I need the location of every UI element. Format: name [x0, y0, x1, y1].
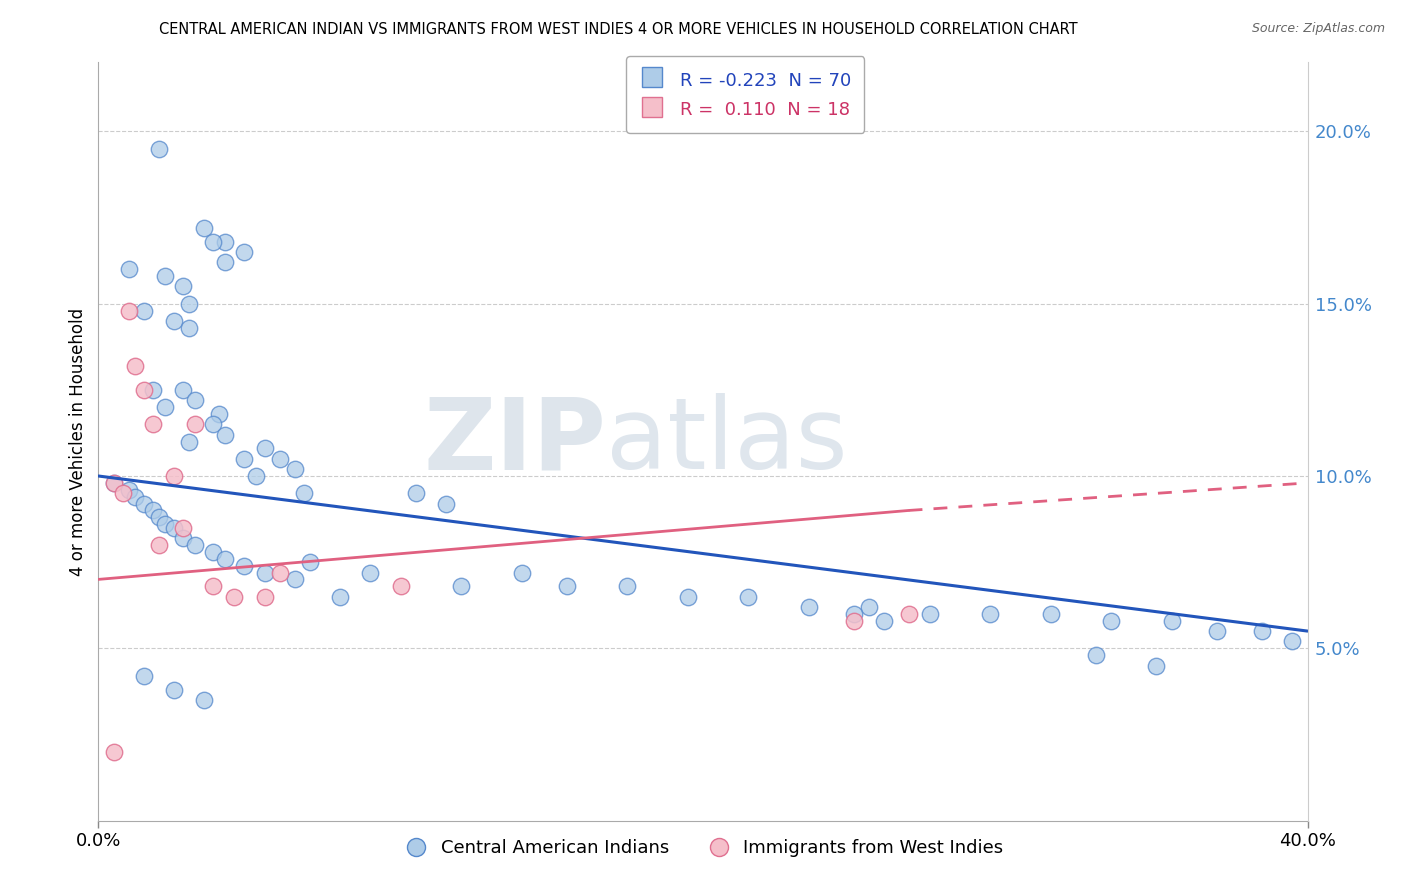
Point	[193, 693, 215, 707]
Point	[214, 551, 236, 566]
Point	[202, 545, 225, 559]
Point	[163, 682, 186, 697]
Point	[979, 607, 1001, 621]
Point	[148, 510, 170, 524]
Point	[1160, 614, 1182, 628]
Point	[214, 255, 236, 269]
Point	[132, 303, 155, 318]
Point	[1039, 607, 1062, 621]
Point	[179, 434, 201, 449]
Point	[172, 521, 194, 535]
Point	[1144, 658, 1167, 673]
Point	[184, 393, 207, 408]
Point	[142, 417, 165, 432]
Point	[208, 407, 231, 421]
Point	[103, 475, 125, 490]
Point	[224, 590, 246, 604]
Point	[179, 320, 201, 334]
Point	[797, 599, 820, 614]
Point	[163, 314, 186, 328]
Point	[148, 538, 170, 552]
Point	[184, 417, 207, 432]
Point	[172, 531, 194, 545]
Point	[555, 579, 578, 593]
Point	[405, 486, 427, 500]
Point	[269, 566, 291, 580]
Point	[737, 590, 759, 604]
Point	[148, 142, 170, 156]
Point	[253, 442, 276, 456]
Point	[142, 503, 165, 517]
Point	[360, 566, 382, 580]
Point	[172, 279, 194, 293]
Point	[232, 558, 254, 573]
Point	[253, 566, 276, 580]
Point	[153, 400, 176, 414]
Text: ZIP: ZIP	[423, 393, 606, 490]
Point	[434, 497, 457, 511]
Point	[616, 579, 638, 593]
Text: CENTRAL AMERICAN INDIAN VS IMMIGRANTS FROM WEST INDIES 4 OR MORE VEHICLES IN HOU: CENTRAL AMERICAN INDIAN VS IMMIGRANTS FR…	[159, 22, 1078, 37]
Point	[153, 269, 176, 284]
Point	[1251, 624, 1274, 639]
Point	[124, 490, 146, 504]
Point	[897, 607, 920, 621]
Text: Source: ZipAtlas.com: Source: ZipAtlas.com	[1251, 22, 1385, 36]
Point	[1085, 648, 1108, 663]
Point	[103, 475, 125, 490]
Point	[858, 599, 880, 614]
Point	[118, 262, 141, 277]
Point	[676, 590, 699, 604]
Point	[1099, 614, 1122, 628]
Point	[118, 303, 141, 318]
Point	[1206, 624, 1229, 639]
Point	[184, 538, 207, 552]
Point	[202, 235, 225, 249]
Point	[214, 235, 236, 249]
Point	[299, 555, 322, 569]
Point	[232, 244, 254, 259]
Point	[103, 745, 125, 759]
Point	[253, 590, 276, 604]
Point	[172, 383, 194, 397]
Point	[153, 517, 176, 532]
Point	[232, 451, 254, 466]
Point	[163, 469, 186, 483]
Point	[111, 486, 134, 500]
Text: atlas: atlas	[606, 393, 848, 490]
Point	[124, 359, 146, 373]
Point	[245, 469, 267, 483]
Point	[179, 296, 201, 310]
Point	[918, 607, 941, 621]
Point	[844, 614, 866, 628]
Point	[1281, 634, 1303, 648]
Point	[844, 607, 866, 621]
Point	[873, 614, 896, 628]
Point	[214, 427, 236, 442]
Point	[450, 579, 472, 593]
Point	[202, 417, 225, 432]
Point	[132, 669, 155, 683]
Point	[284, 573, 307, 587]
Point	[132, 497, 155, 511]
Point	[142, 383, 165, 397]
Point	[284, 462, 307, 476]
Legend: Central American Indians, Immigrants from West Indies: Central American Indians, Immigrants fro…	[395, 832, 1011, 864]
Point	[118, 483, 141, 497]
Point	[193, 220, 215, 235]
Point	[292, 486, 315, 500]
Point	[389, 579, 412, 593]
Y-axis label: 4 or more Vehicles in Household: 4 or more Vehicles in Household	[69, 308, 87, 575]
Point	[269, 451, 291, 466]
Point	[329, 590, 352, 604]
Point	[202, 579, 225, 593]
Point	[132, 383, 155, 397]
Point	[163, 521, 186, 535]
Point	[510, 566, 533, 580]
